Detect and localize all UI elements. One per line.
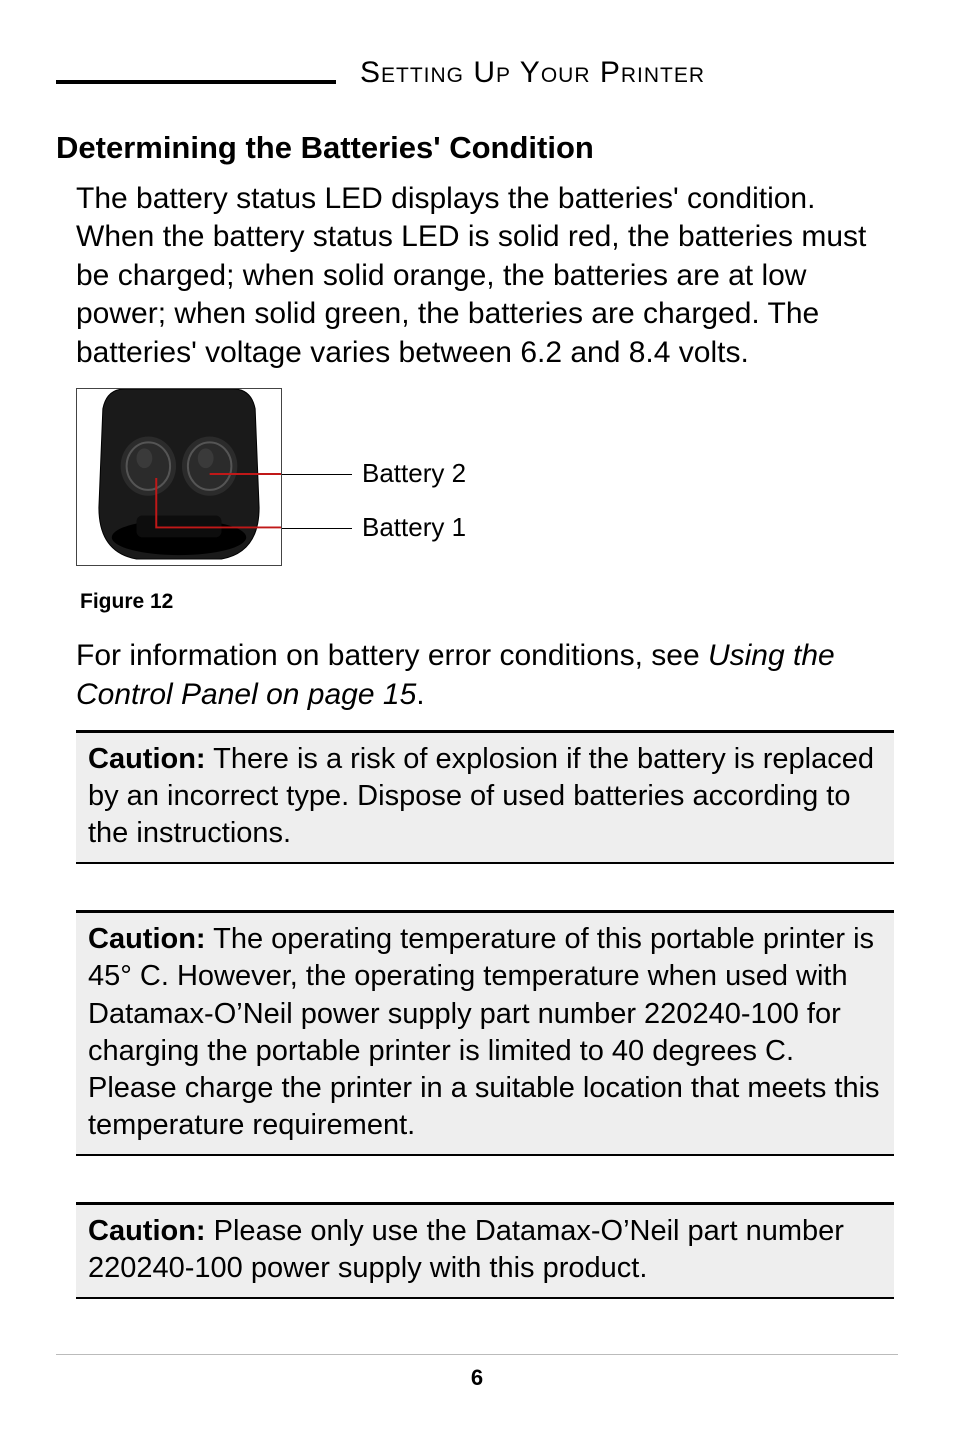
section-paragraph: The battery status LED displays the batt… [76,180,894,372]
caution-text: The operating temperature of this portab… [88,923,880,1141]
caution-box-2: Caution: The operating temperature of th… [76,910,894,1156]
footer-rule [56,1354,898,1355]
caution-text: There is a risk of explosion if the batt… [88,743,874,849]
figure-caption: Figure 12 [80,590,898,614]
page-footer: 6 [56,1354,898,1391]
header-rule [56,80,336,84]
reference-suffix: . [416,678,424,711]
reference-prefix: For information on battery error conditi… [76,639,708,672]
running-header: Setting Up Your Printer [56,56,898,90]
callout-label-battery2: Battery 2 [362,458,466,489]
caution-box-3: Caution: Please only use the Datamax-O’N… [76,1202,894,1299]
caution-box-1: Caution: There is a risk of explosion if… [76,730,894,864]
callout-line-battery1 [282,528,352,529]
section-heading: Determining the Batteries' Condition [56,130,898,166]
figure-block: Battery 2 Battery 1 [76,388,576,588]
caution-label: Caution: [88,923,206,955]
callout-label-battery1: Battery 1 [362,512,466,543]
printer-illustration [77,389,281,565]
callout-line-battery2 [282,474,352,475]
caution-label: Caution: [88,1215,206,1247]
running-title: Setting Up Your Printer [360,56,898,90]
page-number: 6 [56,1365,898,1391]
page: Setting Up Your Printer Determining the … [0,0,954,1431]
reference-paragraph: For information on battery error conditi… [76,636,894,714]
figure-image [76,388,282,566]
caution-label: Caution: [88,743,206,775]
